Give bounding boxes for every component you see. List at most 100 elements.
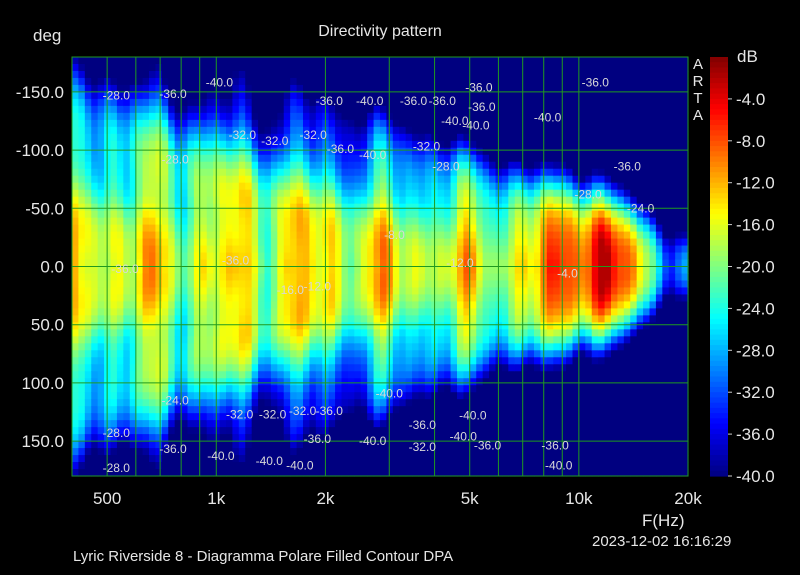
heatmap-cell (181, 231, 189, 240)
heatmap-cell (399, 329, 407, 337)
heatmap-cell (258, 455, 266, 463)
heatmap-cell (373, 322, 381, 330)
heatmap-cell (450, 70, 458, 79)
heatmap-cell (559, 266, 567, 275)
heatmap-cell (457, 147, 465, 156)
heatmap-cell (405, 469, 413, 477)
heatmap-cell (174, 294, 182, 303)
heatmap-cell (315, 217, 323, 226)
heatmap-cell (200, 427, 208, 435)
heatmap-cell (386, 399, 394, 407)
heatmap-cell (84, 133, 92, 142)
heatmap-cell (457, 434, 465, 442)
heatmap-cell (341, 308, 349, 316)
heatmap-cell (392, 231, 400, 240)
heatmap-cell (527, 259, 535, 268)
heatmap-cell (546, 315, 554, 323)
heatmap-cell (585, 385, 593, 393)
heatmap-cell (476, 273, 484, 282)
heatmap-cell (155, 455, 163, 463)
heatmap-cell (437, 406, 445, 414)
heatmap-cell (604, 91, 612, 100)
heatmap-cell (303, 126, 311, 135)
heatmap-cell (508, 308, 516, 316)
heatmap-cell (155, 427, 163, 435)
heatmap-cell (270, 140, 278, 149)
heatmap-cell (476, 392, 484, 400)
heatmap-cell (392, 336, 400, 344)
heatmap-cell (508, 182, 516, 191)
heatmap-cell (380, 406, 388, 414)
heatmap-cell (553, 434, 561, 442)
heatmap-cell (418, 301, 426, 309)
heatmap-cell (482, 161, 490, 170)
heatmap-cell (457, 371, 465, 379)
heatmap-cell (193, 126, 201, 135)
heatmap-cell (149, 126, 157, 135)
heatmap-cell (514, 238, 522, 247)
heatmap-cell (335, 119, 343, 128)
heatmap-cell (367, 245, 375, 254)
heatmap-cell (155, 182, 163, 191)
heatmap-cell (546, 57, 554, 65)
heatmap-cell (161, 336, 169, 344)
heatmap-cell (97, 77, 105, 86)
heatmap-cell (258, 231, 266, 240)
heatmap-cell (546, 308, 554, 316)
heatmap-cell (380, 266, 388, 275)
heatmap-cell (495, 119, 503, 128)
heatmap-cell (450, 392, 458, 400)
heatmap-cell (296, 280, 304, 289)
heatmap-cell (193, 371, 201, 379)
heatmap-cell (380, 427, 388, 435)
heatmap-cell (418, 371, 426, 379)
heatmap-cell (161, 350, 169, 358)
heatmap-cell (174, 91, 182, 100)
heatmap-cell (258, 469, 266, 477)
heatmap-cell (72, 140, 80, 149)
heatmap-cell (412, 210, 420, 219)
heatmap-cell (187, 105, 195, 114)
heatmap-cell (116, 308, 124, 316)
heatmap-cell (129, 287, 137, 296)
heatmap-cell (386, 287, 394, 296)
heatmap-cell (251, 385, 259, 393)
heatmap-cell (270, 63, 278, 72)
heatmap-cell (534, 147, 542, 156)
heatmap-cell (168, 91, 176, 100)
heatmap-cell (110, 147, 118, 156)
heatmap-cell (347, 469, 355, 477)
heatmap-cell (116, 462, 124, 470)
heatmap-cell (373, 469, 381, 477)
heatmap-cell (91, 385, 99, 393)
heatmap-cell (424, 273, 432, 282)
heatmap-cell (258, 245, 266, 254)
heatmap-cell (296, 245, 304, 254)
heatmap-cell (521, 182, 529, 191)
heatmap-cell (309, 91, 317, 100)
heatmap-cell (508, 322, 516, 330)
heatmap-cell (84, 154, 92, 163)
heatmap-cell (84, 434, 92, 442)
heatmap-cell (193, 203, 201, 212)
heatmap-cell (232, 112, 240, 121)
heatmap-cell (290, 280, 298, 289)
heatmap-cell (527, 336, 535, 344)
heatmap-cell (585, 140, 593, 149)
heatmap-cell (373, 455, 381, 463)
heatmap-cell (245, 308, 253, 316)
heatmap-cell (136, 98, 144, 107)
heatmap-cell (527, 329, 535, 337)
heatmap-cell (251, 91, 259, 100)
heatmap-cell (482, 385, 490, 393)
heatmap-cell (187, 210, 195, 219)
heatmap-cell (412, 448, 420, 456)
heatmap-cell (315, 126, 323, 135)
heatmap-cell (296, 189, 304, 198)
heatmap-cell (116, 469, 124, 477)
heatmap-cell (283, 308, 291, 316)
heatmap-cell (380, 126, 388, 135)
heatmap-cell (226, 259, 234, 268)
heatmap-cell (91, 210, 99, 219)
heatmap-cell (123, 175, 131, 184)
